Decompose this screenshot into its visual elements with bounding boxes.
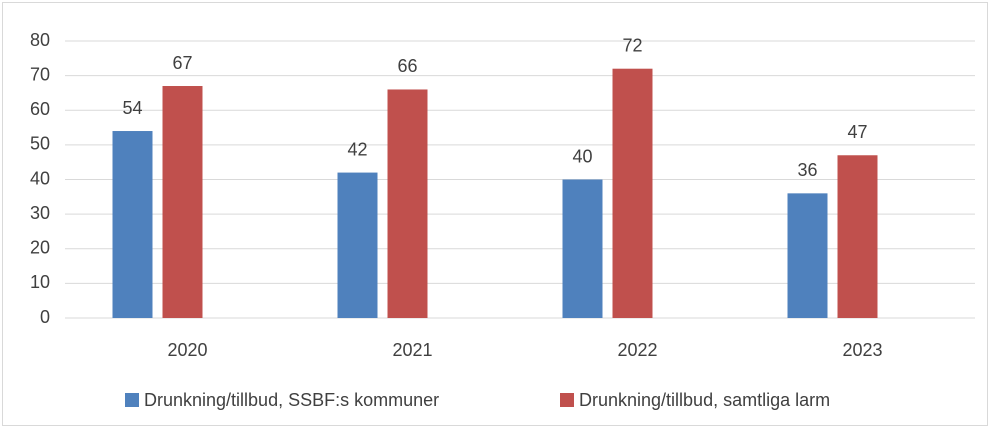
value-label: 72	[622, 35, 642, 55]
value-label: 67	[172, 53, 192, 73]
x-tick-label: 2021	[392, 340, 432, 360]
bar	[612, 68, 653, 318]
value-label: 54	[122, 98, 142, 118]
y-tick-label: 70	[30, 64, 50, 84]
value-label: 42	[347, 139, 367, 159]
x-tick-label: 2023	[842, 340, 882, 360]
legend-swatch	[125, 393, 139, 407]
y-tick-label: 40	[30, 168, 50, 188]
bar	[162, 86, 203, 318]
legend-label: Drunkning/tillbud, SSBF:s kommuner	[144, 390, 439, 410]
bar	[112, 131, 153, 318]
y-tick-label: 20	[30, 238, 50, 258]
y-tick-label: 60	[30, 99, 50, 119]
y-tick-label: 10	[30, 272, 50, 292]
x-tick-label: 2022	[617, 340, 657, 360]
legend-swatch	[560, 393, 574, 407]
value-label: 40	[572, 146, 592, 166]
y-tick-label: 0	[40, 307, 50, 327]
legend-label: Drunkning/tillbud, samtliga larm	[579, 390, 830, 410]
y-tick-label: 50	[30, 134, 50, 154]
bar	[837, 155, 878, 318]
value-label: 66	[397, 56, 417, 76]
bar	[387, 89, 428, 318]
value-label: 47	[847, 122, 867, 142]
bar	[562, 179, 603, 318]
bar	[787, 193, 828, 318]
y-tick-label: 80	[30, 30, 50, 50]
y-tick-label: 30	[30, 203, 50, 223]
x-tick-label: 2020	[167, 340, 207, 360]
value-label: 36	[797, 160, 817, 180]
bar	[337, 172, 378, 318]
